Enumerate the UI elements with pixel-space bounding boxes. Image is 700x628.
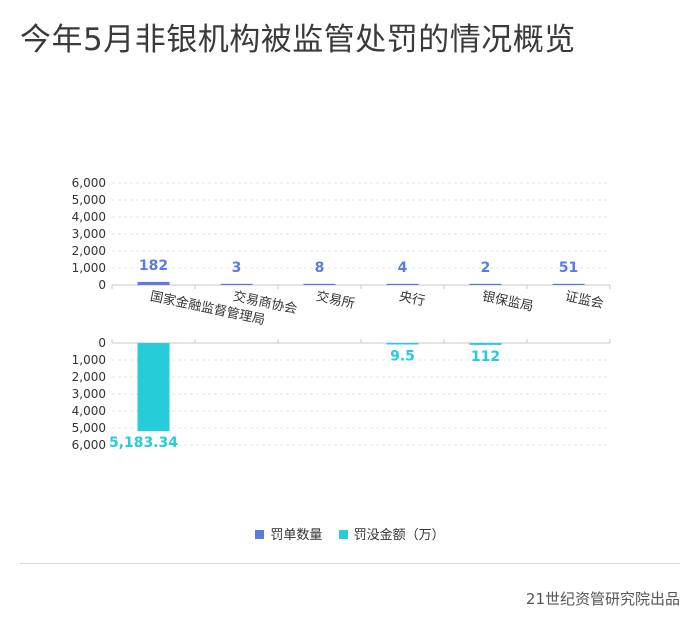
chart-title: 今年5月非银机构被监管处罚的情况概览 — [20, 22, 576, 58]
x-category-label: 央行 — [398, 289, 427, 309]
count-bar — [303, 283, 336, 285]
bottom-y-tick-label: 6,000 — [72, 438, 106, 452]
top-y-tick-label: 0 — [98, 278, 106, 292]
amount-data-label: 112 — [471, 349, 500, 365]
top-y-tick-label: 3,000 — [72, 227, 106, 241]
legend-item-amount[interactable]: 罚没金额（万） — [338, 524, 445, 543]
amount-data-label: 5,183.34 — [109, 435, 178, 451]
count-bar — [137, 281, 170, 285]
count-bar — [469, 283, 502, 285]
bottom-y-tick-label: 0 — [98, 336, 106, 350]
count-data-label: 3 — [232, 260, 242, 276]
top-y-tick-label: 5,000 — [72, 193, 106, 207]
bottom-y-tick-label: 1,000 — [72, 353, 106, 367]
top-y-tick-label: 4,000 — [72, 210, 106, 224]
top-y-tick-label: 6,000 — [72, 176, 106, 190]
amount-bar — [137, 343, 170, 432]
bottom-y-tick-label: 2,000 — [72, 370, 106, 384]
legend-swatch-amount — [338, 530, 348, 539]
bottom-y-tick-label: 3,000 — [72, 387, 106, 401]
chart-legend: 罚单数量 罚没金额（万） — [0, 524, 700, 543]
bottom-y-tick-label: 4,000 — [72, 404, 106, 418]
count-data-label: 182 — [139, 258, 168, 274]
count-data-label: 51 — [559, 260, 578, 276]
legend-label-count: 罚单数量 — [270, 528, 323, 543]
count-bar — [386, 283, 419, 285]
x-category-label: 银保监局 — [481, 289, 535, 314]
top-y-tick-label: 1,000 — [72, 261, 106, 275]
x-category-label: 证监会 — [564, 289, 605, 312]
bottom-y-tick-label: 5,000 — [72, 421, 106, 435]
count-data-label: 2 — [481, 260, 491, 276]
footer-divider — [20, 563, 680, 564]
amount-bar — [386, 343, 419, 345]
x-category-label: 交易所 — [315, 288, 356, 312]
count-data-label: 8 — [315, 260, 325, 276]
count-bar — [220, 283, 253, 285]
count-data-label: 4 — [398, 260, 408, 276]
legend-swatch-count — [255, 530, 265, 539]
legend-item-count[interactable]: 罚单数量 — [255, 524, 322, 543]
chart-svg: 0 0 1,000 1,000 2,000 2,000 3,000 3,000 4,000 4,0… — [72, 176, 611, 452]
top-y-tick-label: 2,000 — [72, 244, 106, 258]
amount-bar — [469, 343, 502, 345]
legend-label-amount: 罚没金额（万） — [353, 528, 445, 543]
source-credit: 21世纪资管研究院出品 — [525, 590, 680, 608]
count-bar — [552, 283, 585, 285]
amount-data-label: 9.5 — [390, 349, 415, 365]
